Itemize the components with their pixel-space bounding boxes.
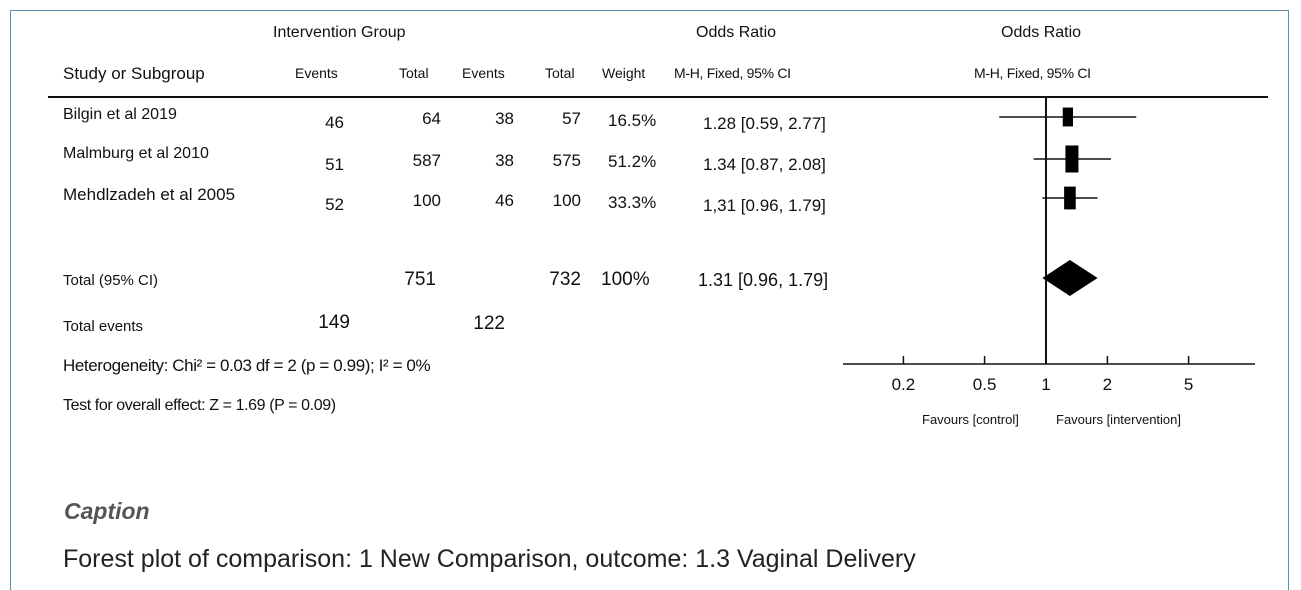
study-point-box — [1065, 145, 1079, 173]
study-total-2: 575 — [552, 151, 581, 170]
study-events-1: 51 — [325, 155, 344, 174]
weight-header: Weight — [602, 65, 646, 81]
study-events-2: 38 — [495, 151, 514, 170]
overall-effect-text: Test for overall effect: Z = 1.69 (P = 0… — [63, 397, 336, 414]
study-ci: 1.28 [0.59, 2.77] — [703, 114, 826, 133]
total-label: Total (95% CI) — [63, 272, 159, 289]
study-events-2: 46 — [495, 191, 514, 210]
study-name: Bilgin et al 2019 — [63, 106, 177, 123]
caption-label: Caption — [64, 498, 150, 524]
study-name: Mehdlzadeh et al 2005 — [63, 185, 236, 204]
total-ci: 1.31 [0.96, 1.79] — [698, 270, 829, 290]
method-plot-header: M-H, Fixed, 95% CI — [974, 65, 1091, 81]
study-name: Malmburg et al 2010 — [63, 145, 209, 162]
study-events-1: 46 — [325, 113, 344, 132]
figure-frame — [10, 10, 1289, 590]
study-ci: 1,31 [0.96, 1.79] — [703, 196, 826, 215]
total-2-header: Total — [545, 65, 575, 81]
study-weight: 16.5% — [608, 111, 657, 130]
header-rule — [48, 96, 1268, 98]
study-events-1: 52 — [325, 195, 344, 214]
total-2-value: 732 — [549, 269, 581, 290]
favours-intervention-label: Favours [intervention] — [1056, 412, 1182, 427]
study-total-1: 100 — [412, 191, 441, 210]
study-weight: 33.3% — [608, 193, 657, 212]
events-1-header: Events — [295, 65, 338, 81]
caption-text: Forest plot of comparison: 1 New Compari… — [63, 545, 916, 573]
x-axis-tick-label: 1 — [1041, 375, 1050, 394]
study-point-box — [1064, 186, 1076, 210]
study-total-1: 64 — [422, 109, 441, 128]
study-ci: 1.34 [0.87, 2.08] — [703, 155, 826, 174]
study-weight: 51.2% — [608, 152, 657, 171]
total-1-value: 751 — [404, 269, 436, 290]
study-column-header: Study or Subgroup — [63, 64, 205, 83]
odds-ratio-plot-header: Odds Ratio — [1001, 24, 1082, 41]
pooled-diamond — [1042, 260, 1098, 296]
study-total-2: 100 — [552, 191, 581, 210]
x-axis-tick-label: 0.5 — [973, 375, 997, 394]
study-events-2: 38 — [495, 109, 514, 128]
total-weight: 100% — [601, 269, 650, 290]
study-point-box — [1062, 107, 1074, 127]
x-axis-tick-label: 5 — [1184, 375, 1193, 394]
total-events-1: 149 — [318, 312, 350, 333]
odds-ratio-table-header: Odds Ratio — [696, 24, 777, 41]
events-2-header: Events — [462, 65, 505, 81]
method-table-header: M-H, Fixed, 95% CI — [674, 65, 791, 81]
intervention-group-header: Intervention Group — [273, 24, 406, 41]
heterogeneity-text: Heterogeneity: Chi² = 0.03 df = 2 (p = 0… — [63, 356, 431, 375]
x-axis-tick-label: 0.2 — [892, 375, 916, 394]
study-total-2: 57 — [562, 109, 581, 128]
total-events-label: Total events — [63, 318, 144, 335]
favours-control-label: Favours [control] — [922, 412, 1019, 427]
x-axis-tick-label: 2 — [1103, 375, 1112, 394]
study-total-1: 587 — [412, 151, 441, 170]
total-events-2: 122 — [473, 313, 505, 334]
forest-plot: 0.2 0.5 1 2 5 — [843, 97, 1255, 394]
total-1-header: Total — [399, 65, 429, 81]
